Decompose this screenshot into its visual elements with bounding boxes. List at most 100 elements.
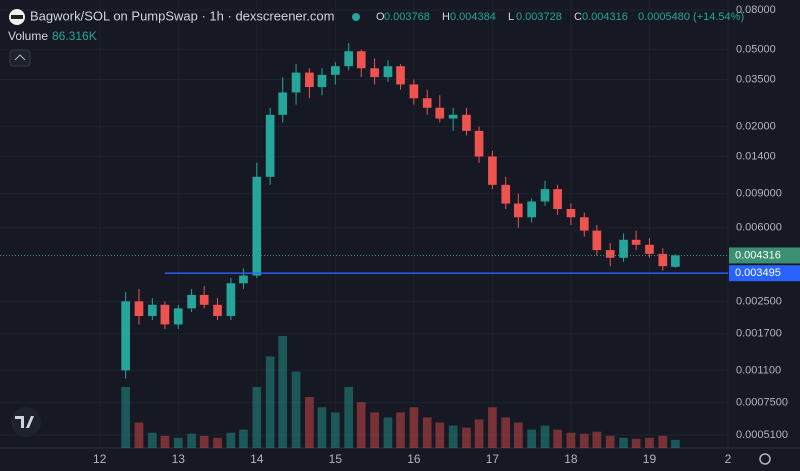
- candle-body: [605, 250, 615, 258]
- ohlc-key: H: [442, 11, 450, 23]
- volume-bar: [160, 435, 170, 448]
- candle-body: [409, 84, 419, 99]
- collapse-icon: [14, 54, 26, 61]
- candle-body: [579, 217, 589, 231]
- candle-body: [330, 66, 340, 75]
- candle-body: [396, 66, 405, 85]
- candle-body: [252, 176, 262, 276]
- y-tick-label: 0.03500: [736, 73, 776, 85]
- x-tick-label: 16: [407, 452, 421, 466]
- volume-bar: [448, 425, 458, 448]
- volume-bar: [645, 437, 654, 448]
- volume-bar: [501, 417, 511, 448]
- y-tick-label: 0.002500: [736, 295, 782, 307]
- candle-body: [645, 244, 654, 254]
- volume-bar: [173, 437, 183, 448]
- x-tick-label: 19: [643, 452, 657, 466]
- candle-body: [592, 230, 602, 251]
- volume-bar: [540, 425, 550, 448]
- y-tick-label: 0.05000: [736, 43, 776, 55]
- candle-body: [226, 283, 236, 317]
- volume-bar: [462, 427, 471, 448]
- volume-bar: [239, 429, 248, 448]
- candle-body: [435, 107, 445, 119]
- volume-bar: [658, 435, 668, 448]
- ohlc-value: 0.003768: [384, 11, 430, 23]
- volume-bar: [134, 422, 144, 448]
- x-tick-label: 13: [172, 452, 186, 466]
- x-tick-label: 15: [329, 452, 343, 466]
- candle-body: [671, 255, 680, 267]
- x-tick-label: 17: [486, 452, 500, 466]
- candle-body: [488, 156, 497, 185]
- candle-body: [305, 72, 314, 88]
- status-dot: [352, 13, 360, 21]
- collapse-button[interactable]: [9, 49, 31, 67]
- volume-bar: [317, 407, 327, 448]
- settings-button[interactable]: [759, 453, 771, 465]
- candle-body: [278, 92, 288, 115]
- volume-bar: [252, 386, 262, 448]
- volume-bar: [513, 422, 523, 448]
- y-tick-label: 0.009000: [736, 188, 782, 200]
- volume-bar: [121, 386, 130, 448]
- candle-body: [265, 114, 275, 177]
- candle-body: [148, 304, 157, 317]
- volume-bar: [605, 435, 615, 448]
- volume-bar: [619, 437, 628, 448]
- candle-body: [513, 203, 523, 218]
- volume-bar: [488, 407, 497, 448]
- y-tick-label: 0.08000: [736, 4, 776, 16]
- candle-body: [501, 184, 511, 204]
- y-tick-label: 0.001100: [736, 364, 781, 376]
- candle-body: [317, 74, 327, 88]
- hline-box: [729, 265, 800, 282]
- y-tick-label: 0.0005100: [736, 429, 788, 441]
- plot-area: [0, 43, 728, 448]
- y-tick-label: 0.0007500: [736, 396, 788, 408]
- y-tick-label: 0.001700: [736, 328, 782, 340]
- candle-body: [121, 301, 130, 371]
- candle-body: [134, 301, 144, 317]
- y-tick-label: 0.01400: [736, 150, 776, 162]
- token-logo-mark: [11, 15, 23, 19]
- tv-logo[interactable]: [11, 407, 41, 437]
- volume-bar: [553, 429, 562, 448]
- ohlc-key: L: [508, 11, 514, 23]
- ohlc-change: 0.0005480 (+14.54%): [638, 11, 744, 23]
- candle-body: [658, 253, 668, 267]
- volume-bar: [527, 429, 537, 448]
- volume-bar: [199, 435, 209, 448]
- y-tick-label: 0.02000: [736, 120, 776, 132]
- x-tick-label: 14: [250, 452, 264, 466]
- ohlc-value: 0.004384: [450, 11, 496, 23]
- candle-body: [448, 114, 458, 119]
- volume-bar: [396, 412, 405, 448]
- volume-bar: [579, 433, 589, 448]
- volume-bar: [671, 439, 680, 448]
- volume-bar: [370, 412, 379, 448]
- candle-body: [631, 239, 641, 245]
- candle-body: [462, 114, 471, 131]
- volume-bar: [383, 417, 393, 448]
- candle-body: [187, 294, 196, 309]
- volume-bar: [566, 432, 576, 448]
- volume-bar: [422, 417, 432, 448]
- volume-bar: [278, 336, 288, 448]
- volume-bar: [330, 412, 340, 448]
- volume-bar: [291, 371, 301, 448]
- chart-title: Bagwork/SOL on PumpSwap · 1h · dexscreen…: [30, 8, 334, 23]
- candle-body: [474, 130, 484, 157]
- x-tick-label: 18: [564, 452, 578, 466]
- candle-body: [566, 209, 576, 218]
- candle-body: [213, 304, 222, 317]
- ohlc-readout: O 0.003768 H 0.004384 L 0.003728 C 0.004316 0.00…: [376, 11, 744, 23]
- candle-body: [173, 308, 183, 325]
- ohlc-value: 0.003728: [516, 11, 562, 23]
- hline-label: 0.003495: [735, 267, 781, 279]
- volume-bar: [592, 431, 602, 448]
- volume-bar: [356, 402, 366, 448]
- ohlc-key: O: [376, 11, 385, 23]
